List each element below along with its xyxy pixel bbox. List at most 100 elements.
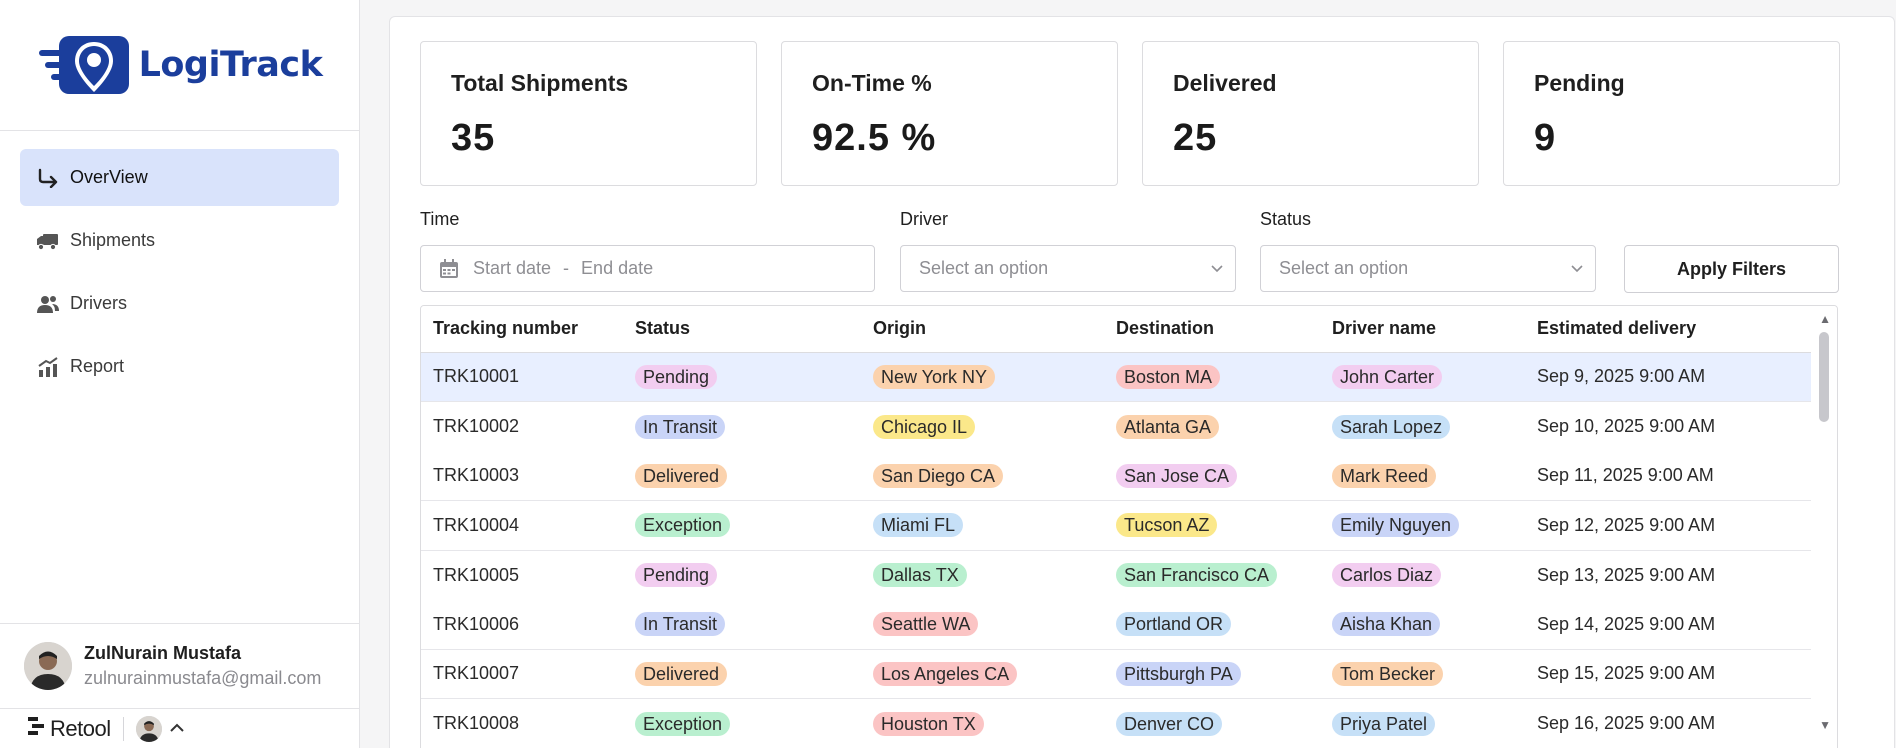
status-cell: Pending (623, 352, 861, 402)
status-cell-tag: In Transit (635, 414, 726, 439)
retool-brand[interactable]: Retool (50, 715, 111, 741)
destination-cell-tag: Atlanta GA (1116, 414, 1220, 439)
table-scrollbar[interactable]: ▲ ▼ (1811, 306, 1837, 748)
tracking-cell: TRK10007 (433, 663, 520, 684)
status-select[interactable]: Select an option (1260, 245, 1596, 292)
column-header-origin[interactable]: Origin (861, 306, 1104, 353)
stat-label: Delivered (1173, 70, 1277, 96)
driver-cell-tag: Mark Reed (1332, 463, 1437, 488)
chevron-up-icon[interactable] (169, 720, 184, 738)
origin-cell-tag: Chicago IL (873, 414, 976, 439)
column-header-destination[interactable]: Destination (1104, 306, 1320, 353)
tracking-cell: TRK10001 (421, 352, 623, 402)
column-header-eta[interactable]: Estimated delivery (1525, 306, 1812, 353)
driver-cell: Priya Patel (1320, 699, 1525, 748)
logo-area: LogiTrack (0, 0, 359, 131)
end-date-placeholder[interactable]: End date (581, 258, 654, 278)
driver-cell: Mark Reed (1320, 451, 1525, 501)
driver-cell-tag: Priya Patel (1332, 711, 1436, 736)
table-row[interactable]: TRK10004 Exception Miami FL Tucson AZ Emily … (421, 501, 1812, 551)
sidebar-item-overview[interactable]: OverView (20, 149, 339, 206)
tracking-cell: TRK10006 (433, 613, 520, 634)
filters-bar: Time Start date - End date Driver Select… (420, 209, 1839, 309)
user-name: ZulNurain Mustafa (84, 643, 242, 663)
scroll-up-icon[interactable]: ▲ (1819, 312, 1831, 326)
status-cell: Exception (623, 501, 861, 551)
eta-cell: Sep 10, 2025 9:00 AM (1537, 416, 1716, 436)
stat-value: 25 (1173, 117, 1218, 159)
stat-card-total-shipments: Total Shipments 35 (420, 41, 757, 186)
status-cell: Delivered (623, 649, 861, 699)
status-select-placeholder: Select an option (1279, 258, 1409, 278)
driver-select[interactable]: Select an option (900, 245, 1236, 292)
stat-label: Total Shipments (451, 70, 629, 96)
origin-cell-tag: Miami FL (873, 513, 964, 538)
start-date-placeholder[interactable]: Start date (473, 258, 552, 278)
table-row[interactable]: TRK10008 Exception Houston TX Denver CO Priy… (421, 699, 1812, 748)
destination-cell-tag: Boston MA (1116, 364, 1221, 389)
driver-filter-label: Driver (900, 209, 948, 229)
destination-cell: Tucson AZ (1104, 501, 1320, 551)
destination-cell: Atlanta GA (1104, 402, 1320, 452)
status-cell-tag: Exception (635, 513, 731, 538)
sidebar-item-drivers[interactable]: Drivers (20, 275, 339, 332)
table-row[interactable]: TRK10006 In Transit Seattle WA Portland OR A… (421, 600, 1812, 650)
retool-logo-icon (28, 717, 44, 740)
eta-cell: Sep 13, 2025 9:00 AM (1537, 564, 1716, 585)
stat-label: Pending (1534, 70, 1625, 96)
destination-cell-tag: San Francisco CA (1116, 563, 1278, 587)
column-header-status[interactable]: Status (623, 306, 861, 353)
scroll-thumb[interactable] (1819, 332, 1829, 422)
user-profile[interactable]: ZulNurain Mustafa zulnurainmustafa@gmail… (0, 623, 359, 708)
sidebar-item-shipments[interactable]: Shipments (20, 212, 339, 269)
driver-select-placeholder: Select an option (919, 258, 1049, 278)
scroll-down-icon[interactable]: ▼ (1819, 718, 1831, 732)
table-row[interactable]: TRK10003 Delivered San Diego CA San Jose CA… (421, 451, 1812, 501)
column-header-tracking[interactable]: Tracking number (421, 306, 623, 353)
table-row[interactable]: TRK10005 Pending Dallas TX San Francisco CA… (421, 550, 1812, 600)
shipments-table: Tracking number Status Origin Destinatio… (420, 305, 1838, 748)
eta-cell: Sep 16, 2025 9:00 AM (1537, 713, 1716, 733)
status-cell: Pending (623, 550, 861, 600)
table-row[interactable]: TRK10002 In Transit Chicago IL Atlanta GA Sa… (421, 402, 1812, 452)
origin-cell: Miami FL (861, 501, 1104, 551)
status-cell: In Transit (623, 600, 861, 650)
origin-cell-tag: Dallas TX (873, 563, 967, 587)
table-row[interactable]: TRK10001 Pending New York NY Boston MA John … (421, 352, 1812, 402)
driver-cell: Sarah Lopez (1320, 402, 1525, 452)
tracking-cell: TRK10003 (433, 465, 520, 485)
tracking-cell: TRK10002 (433, 416, 520, 436)
apply-filters-button[interactable]: Apply Filters (1624, 245, 1839, 293)
arrow-turn-down-right-icon (36, 166, 60, 190)
status-cell: Exception (623, 699, 861, 748)
date-range-input[interactable]: Start date - End date (420, 245, 875, 292)
destination-cell: Boston MA (1104, 352, 1320, 402)
sidebar-item-label: Report (70, 356, 125, 376)
origin-cell: New York NY (861, 352, 1104, 402)
eta-cell: Sep 11, 2025 9:00 AM (1537, 465, 1714, 485)
status-cell-tag: Pending (635, 563, 718, 587)
logitrack-logo[interactable]: LogiTrack (37, 30, 323, 100)
origin-cell-tag: Houston TX (873, 711, 984, 736)
eta-cell: Sep 15, 2025 9:00 AM (1537, 663, 1716, 684)
brand-name: LogiTrack (138, 45, 323, 85)
column-header-driver[interactable]: Driver name (1320, 306, 1525, 353)
sidebar-item-label: Drivers (70, 293, 127, 313)
eta-cell: Sep 12, 2025 9:00 AM (1537, 514, 1716, 535)
tracking-cell: TRK10005 (433, 564, 520, 585)
origin-cell: Chicago IL (861, 402, 1104, 452)
truck-icon (36, 229, 60, 253)
sidebar-item-report[interactable]: Report (20, 338, 339, 395)
chevron-down-icon (1571, 260, 1583, 276)
table-row[interactable]: TRK10007 Delivered Los Angeles CA Pittsburg… (421, 649, 1812, 699)
origin-cell: Houston TX (861, 699, 1104, 748)
main-panel: Total Shipments 35 On-Time % 92.5 % Deli… (389, 16, 1895, 748)
destination-cell: Pittsburgh PA (1104, 649, 1320, 699)
driver-cell: Tom Becker (1320, 649, 1525, 699)
avatar (24, 642, 72, 690)
footer-avatar[interactable] (135, 715, 162, 742)
location-pin-icon (38, 36, 129, 94)
destination-cell-tag: Denver CO (1116, 711, 1223, 736)
driver-cell: Carlos Diaz (1320, 550, 1525, 600)
sidebar-item-label: OverView (70, 167, 148, 187)
